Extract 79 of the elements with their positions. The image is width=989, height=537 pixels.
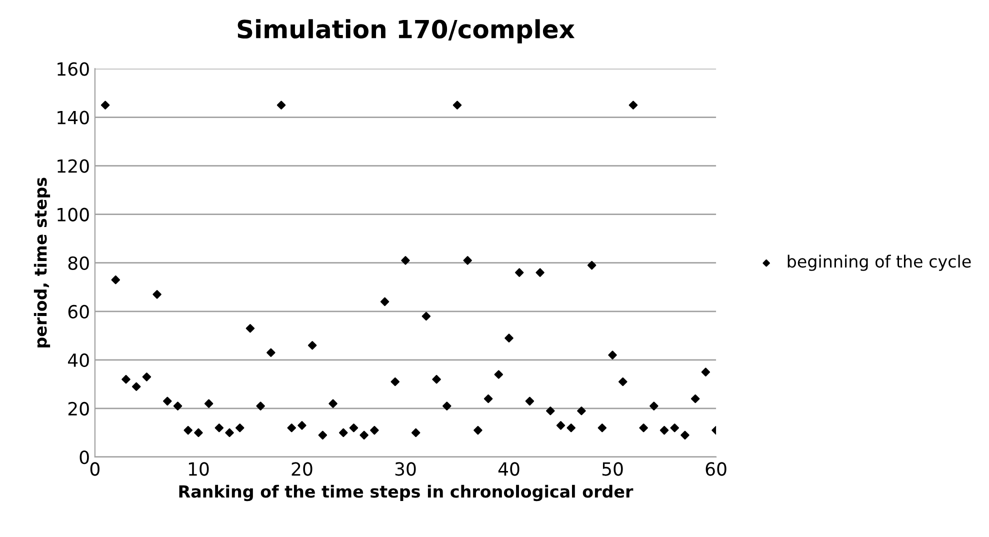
point (660, 426, 669, 435)
point (525, 396, 534, 406)
point (577, 406, 586, 416)
point (225, 428, 234, 438)
x-tick-label: 60 (706, 462, 726, 476)
point (194, 428, 203, 438)
y-tick-label: 40 (68, 353, 89, 368)
point (598, 424, 607, 432)
legend-label: beginning of the cycle (788, 254, 971, 271)
point (318, 430, 328, 440)
y-tick-label: 80 (68, 256, 89, 270)
y-tick-label: 160 (58, 62, 89, 76)
point (566, 424, 576, 432)
point (370, 426, 379, 435)
point (349, 424, 358, 432)
point (628, 100, 638, 110)
x-tick-label: 50 (602, 462, 623, 476)
point (173, 402, 182, 410)
point (401, 256, 410, 265)
point (494, 370, 504, 379)
point (474, 426, 482, 435)
point (608, 350, 617, 360)
y-tick-label: 0 (80, 450, 89, 464)
y-axis-title: period, time steps (34, 178, 50, 348)
point (514, 268, 524, 277)
chart-title: Simulation 170/complex (238, 19, 575, 44)
point (100, 100, 110, 110)
point (680, 430, 690, 440)
x-tick-label: 20 (292, 462, 312, 476)
point (670, 424, 679, 432)
point (287, 424, 296, 432)
point (432, 374, 441, 384)
point (463, 256, 472, 265)
y-tick-label: 120 (58, 159, 89, 173)
point (152, 290, 162, 299)
point (452, 100, 462, 110)
point (422, 312, 431, 321)
point (587, 260, 596, 270)
point (618, 377, 628, 386)
point (639, 424, 648, 432)
point (298, 421, 306, 430)
point (132, 382, 141, 391)
point (442, 402, 452, 410)
x-tick-label: 40 (498, 462, 520, 476)
point (650, 402, 658, 410)
y-tick-label: 60 (68, 304, 89, 319)
point (556, 421, 566, 430)
y-tick-label: 20 (68, 402, 89, 416)
point (360, 430, 368, 440)
point (701, 368, 710, 376)
point (328, 399, 338, 408)
point (276, 100, 286, 110)
point (411, 428, 420, 438)
y-tick-label: 140 (58, 110, 89, 124)
point (339, 428, 348, 438)
y-tick-label: 100 (58, 208, 89, 222)
point (246, 324, 255, 333)
point (266, 348, 276, 358)
x-tick-label: 30 (395, 462, 416, 476)
point (184, 426, 192, 435)
point (380, 297, 390, 306)
x-axis-title: Ranking of the time steps in chronological order (179, 484, 634, 502)
point (163, 396, 172, 406)
point (504, 334, 514, 342)
x-tick-label: 0 (90, 462, 100, 476)
point (214, 424, 224, 432)
point (256, 402, 265, 410)
point (690, 394, 700, 404)
point (204, 399, 214, 408)
point (536, 268, 544, 277)
point (235, 424, 244, 432)
point (122, 374, 130, 384)
point (111, 275, 120, 284)
point (142, 372, 152, 382)
point (390, 377, 400, 386)
point (484, 394, 493, 404)
x-tick-label: 10 (188, 462, 209, 476)
point (308, 340, 317, 350)
point (546, 406, 555, 416)
